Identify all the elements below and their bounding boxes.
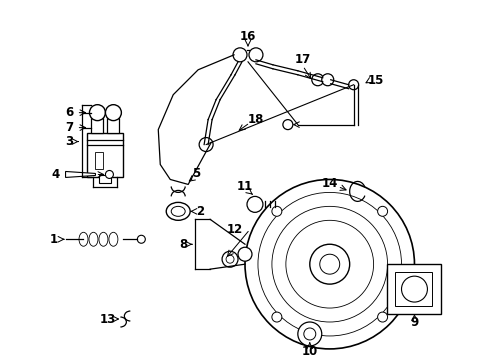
Text: 15: 15 [366,74,383,87]
Circle shape [225,255,234,263]
Text: 3: 3 [65,135,74,148]
Text: 14: 14 [321,177,337,190]
Text: 18: 18 [247,113,264,126]
Bar [87,132,123,177]
Text: 8: 8 [179,238,187,251]
Circle shape [222,251,238,267]
Circle shape [321,74,333,86]
Ellipse shape [166,202,190,220]
Bar [386,264,441,314]
Text: 4: 4 [51,168,60,181]
Ellipse shape [171,206,185,216]
Circle shape [319,254,339,274]
Circle shape [285,220,373,308]
Text: 10: 10 [301,345,317,359]
Circle shape [377,312,387,322]
Text: 11: 11 [236,180,253,193]
Ellipse shape [99,232,108,246]
Text: 16: 16 [239,30,256,44]
Text: 9: 9 [409,315,418,329]
Circle shape [238,247,251,261]
Bar [107,118,119,132]
Ellipse shape [137,235,145,243]
Circle shape [282,120,292,130]
Bar [99,175,111,184]
Bar [91,118,103,132]
Text: 2: 2 [196,205,204,218]
Circle shape [246,197,263,212]
Text: 5: 5 [192,167,200,180]
Text: 6: 6 [65,106,74,119]
Circle shape [401,276,427,302]
Circle shape [311,74,323,86]
Polygon shape [65,171,95,177]
Text: 13: 13 [99,312,115,325]
Ellipse shape [109,232,118,246]
Circle shape [348,80,358,90]
Bar [95,152,103,170]
Circle shape [199,138,213,152]
Circle shape [309,244,349,284]
Circle shape [89,105,105,121]
Circle shape [377,206,387,216]
Circle shape [258,192,401,336]
Circle shape [303,328,315,340]
Circle shape [244,179,414,349]
Text: 7: 7 [65,121,74,134]
Text: 12: 12 [226,223,243,236]
Circle shape [105,105,121,121]
Circle shape [233,48,246,62]
Ellipse shape [79,232,88,246]
Circle shape [248,48,263,62]
Circle shape [271,206,281,216]
Text: 1: 1 [49,233,58,246]
Bar [394,272,431,306]
Circle shape [297,322,321,346]
Circle shape [271,206,387,322]
Text: 17: 17 [294,53,310,66]
Circle shape [271,312,281,322]
Circle shape [105,171,113,179]
Ellipse shape [89,232,98,246]
